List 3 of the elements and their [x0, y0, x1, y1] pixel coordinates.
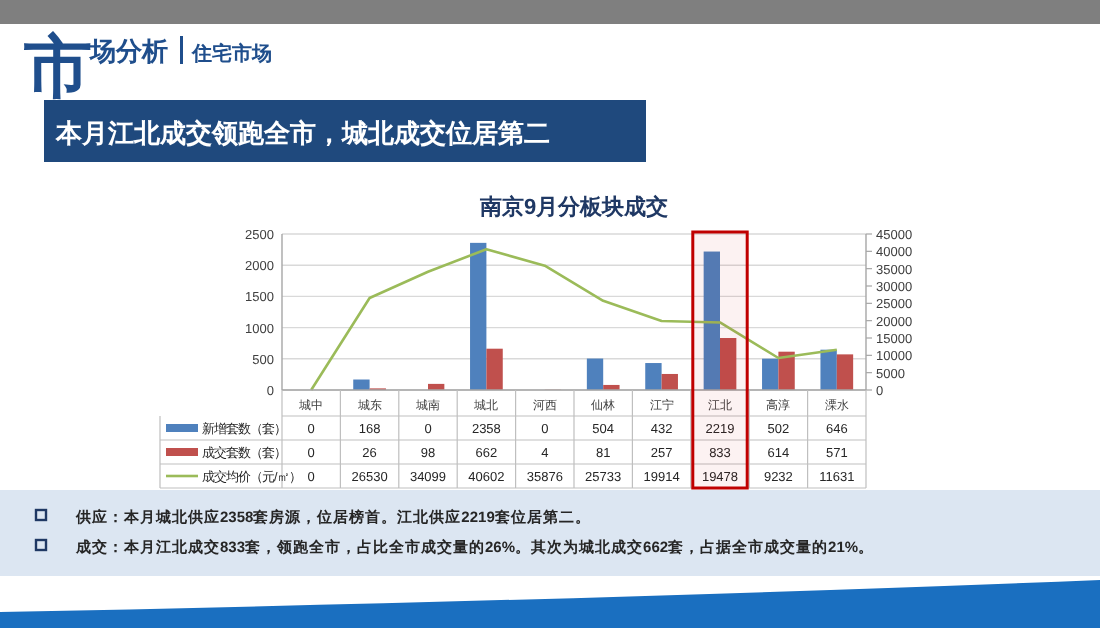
text: 本月江北成交领跑全市，城北成交位居第二 — [56, 118, 550, 148]
text: 住宅市场 — [192, 44, 272, 66]
chart-title: 南京9月分板块成交 — [477, 194, 669, 220]
